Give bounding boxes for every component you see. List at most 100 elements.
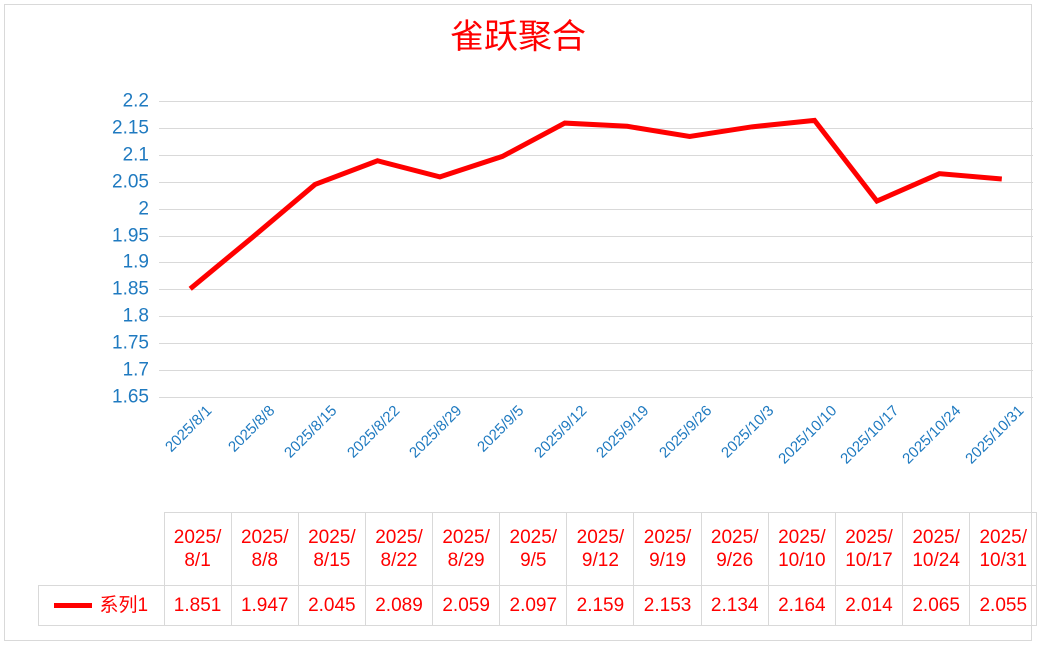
table-header-line1: 2025/ — [710, 527, 759, 548]
gridline — [159, 181, 1033, 183]
x-axis-tick-label: 2025/10/24 — [899, 402, 965, 468]
table-header-line1: 2025/ — [308, 527, 356, 548]
table-header-line2: 8/29 — [447, 550, 485, 571]
gridline — [159, 316, 1033, 318]
table-header-line1: 2025/ — [240, 527, 289, 548]
x-axis-tick-label: 2025/8/29 — [406, 402, 466, 462]
y-axis-tick-label: 1.7 — [122, 359, 149, 381]
table-value-cell: 2.055 — [969, 585, 1038, 626]
x-axis-tick-label: 2025/9/19 — [593, 402, 653, 462]
gridline — [159, 101, 1033, 102]
table-header-line1: 2025/ — [173, 527, 222, 548]
table-value-cell: 2.045 — [297, 585, 366, 626]
y-axis-tick-label: 1.75 — [112, 332, 149, 354]
legend-label: 系列1 — [99, 595, 149, 617]
gridline — [159, 235, 1033, 237]
table-header-line2: 9/12 — [581, 550, 619, 571]
chart-title: 雀跃聚合 — [450, 18, 586, 56]
gridline — [159, 370, 1033, 372]
y-axis-tick-label: 2.2 — [122, 90, 149, 112]
table-value-row: 系列1 1.851 1.947 2.045 2.089 2.059 2.097 2.159 2… — [38, 585, 1038, 626]
data-table: 2025/8/1 2025/8/8 2025/8/15 2025/8/22 2025/8… — [38, 512, 1038, 626]
table-header-cell: 2025/8/8 — [230, 512, 299, 586]
table-header-line2: 10/24 — [912, 550, 960, 571]
gridline — [159, 343, 1033, 345]
table-header-line1: 2025/ — [979, 527, 1028, 548]
table-header-cell: 2025/9/19 — [633, 512, 702, 586]
gridline — [159, 289, 1033, 291]
gridline — [159, 208, 1033, 210]
data-table-container: 2025/8/1 2025/8/8 2025/8/15 2025/8/22 2025/8… — [38, 512, 1038, 626]
y-axis-tick-label: 1.65 — [112, 386, 149, 408]
table-header-line2: 8/1 — [184, 550, 211, 571]
table-header-line2: 10/17 — [845, 550, 893, 571]
series-line — [188, 117, 1003, 291]
y-axis-tick-label: 1.85 — [112, 278, 149, 300]
table-header-cell: 2025/10/17 — [834, 512, 904, 586]
x-axis-tick-label: 2025/10/31 — [961, 402, 1028, 468]
x-axis-tick-label: 2025/9/5 — [474, 402, 528, 456]
table-header-line1: 2025/ — [375, 527, 423, 548]
table-header-line1: 2025/ — [643, 527, 692, 548]
y-axis-tick-label: 2.1 — [122, 144, 149, 166]
y-axis: 2.2 2.15 2.1 2.05 2 1.95 1.9 1.85 1.8 1.75 1.7 1.65 — [55, 92, 155, 407]
y-axis-tick-label: 2.15 — [112, 117, 149, 139]
table-value-cell: 2.159 — [566, 585, 635, 626]
table-header-cell: 2025/10/10 — [767, 512, 836, 586]
table-value-cell: 2.014 — [834, 585, 904, 626]
table-header-cell: 2025/8/15 — [297, 512, 366, 586]
y-axis-tick-label: 2.05 — [112, 171, 149, 193]
table-header-line2: 9/19 — [649, 550, 687, 571]
series-line-chart — [188, 117, 1003, 291]
table-value-cell: 2.065 — [902, 585, 971, 626]
table-header-line1: 2025/ — [442, 527, 490, 548]
table-header-line1: 2025/ — [778, 527, 826, 548]
table-header-line2: 8/8 — [251, 550, 278, 571]
table-header-cell: 2025/9/26 — [700, 512, 769, 586]
y-axis-tick-label: 1.8 — [122, 305, 149, 327]
x-axis-tick-label: 2025/9/26 — [655, 402, 715, 462]
table-value-cell: 1.851 — [163, 585, 232, 626]
table-header-line2: 9/5 — [520, 550, 547, 571]
table-header-row: 2025/8/1 2025/8/8 2025/8/15 2025/8/22 2025/8… — [39, 512, 1038, 586]
table-header-cell: 2025/10/31 — [969, 512, 1038, 586]
x-axis-tick-label: 2025/8/1 — [162, 402, 216, 456]
table-value-cell: 2.097 — [499, 585, 568, 626]
legend-entry-series1[interactable]: 系列1 — [38, 585, 165, 626]
table-header-cell: 2025/8/29 — [432, 512, 501, 586]
gridline — [159, 262, 1033, 264]
table-corner-cell — [39, 513, 165, 586]
gridline — [159, 397, 1033, 398]
chart-container: 雀跃聚合 2.2 2.15 2.1 2.05 2 1.95 1.9 1.85 1.8 1.75 1.… — [4, 4, 1038, 641]
table-header-cell: 2025/10/24 — [902, 512, 971, 586]
table-header-line1: 2025/ — [845, 527, 893, 548]
gridline — [159, 127, 1033, 129]
table-value-cell: 2.089 — [364, 585, 434, 626]
table-header-line2: 8/22 — [380, 550, 418, 571]
table-header-line1: 2025/ — [912, 527, 960, 548]
x-axis-tick-label: 2025/10/10 — [774, 402, 840, 468]
y-axis-tick-label: 1.95 — [112, 225, 149, 247]
gridline — [159, 154, 1033, 156]
x-axis-tick-label: 2025/10/3 — [718, 402, 778, 462]
table-header-line1: 2025/ — [509, 527, 558, 548]
table-header-cell: 2025/8/1 — [163, 512, 232, 586]
x-axis-tick-label: 2025/8/8 — [224, 402, 278, 456]
table-header-line2: 9/26 — [716, 550, 754, 571]
table-header-cell: 2025/8/22 — [364, 512, 434, 586]
x-axis-tick-label: 2025/8/22 — [343, 402, 403, 462]
table-header-line2: 10/10 — [778, 550, 826, 571]
gridlines — [159, 101, 1033, 398]
table-value-cell: 2.153 — [633, 585, 702, 626]
table-header-cell: 2025/9/5 — [499, 512, 568, 586]
legend-line-marker-icon — [54, 603, 93, 609]
x-axis: 2025/8/1 2025/8/8 2025/8/15 2025/8/22 2025/8… — [159, 397, 1033, 497]
plot-area — [159, 101, 1033, 398]
table-header-line2: 8/15 — [313, 550, 351, 571]
y-axis-tick-label: 2 — [138, 198, 149, 220]
y-axis-tick-label: 1.9 — [122, 251, 149, 273]
x-axis-tick-label: 2025/10/17 — [837, 402, 903, 468]
x-axis-tick-label: 2025/8/15 — [281, 402, 341, 462]
table-header-cell: 2025/9/12 — [566, 512, 635, 586]
table-value-cell: 2.134 — [700, 585, 769, 626]
